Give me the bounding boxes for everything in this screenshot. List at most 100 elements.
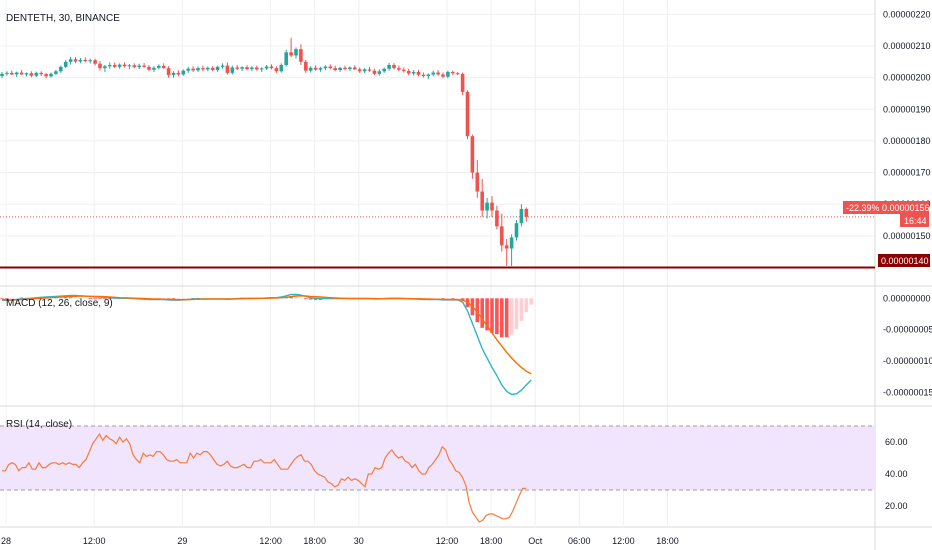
candle-body	[24, 73, 29, 75]
candle-38	[186, 66, 190, 73]
macd-histogram-bar-105	[514, 298, 519, 330]
candle-body	[132, 65, 137, 68]
candle-body	[225, 65, 230, 73]
macd-label[interactable]: MACD (12, 26, close, 9)	[6, 298, 113, 309]
candle-32	[157, 64, 161, 70]
macd-histogram-bar-1	[5, 298, 9, 300]
candle-body	[333, 68, 337, 71]
candle-body	[0, 73, 4, 77]
candle-body	[147, 66, 151, 70]
candle-60	[294, 47, 298, 59]
candle-body	[323, 66, 328, 69]
candle-89	[436, 70, 440, 76]
candle-74	[362, 68, 367, 74]
candle-53	[259, 67, 264, 72]
candle-body	[357, 69, 362, 72]
candle-body	[318, 68, 323, 70]
macd-histogram-bar-104	[509, 298, 514, 335]
candle-body	[495, 210, 499, 227]
candle-41	[201, 65, 205, 72]
macd-histogram-bar-37	[181, 298, 186, 300]
candle-body	[382, 68, 386, 72]
candle-body	[504, 245, 509, 249]
rsi-label[interactable]: RSI (14, close)	[6, 419, 72, 430]
candle-85	[416, 70, 421, 77]
candle-body	[426, 74, 431, 77]
time-tick-6: 12:00	[436, 536, 459, 546]
candle-body	[29, 73, 34, 76]
last-price-badge	[879, 201, 929, 214]
candle-92	[451, 70, 455, 76]
rsi-band-fill	[0, 426, 875, 490]
time-tick-0: 28	[1, 536, 11, 546]
candle-94	[460, 72, 465, 96]
candle-body	[299, 49, 303, 62]
candle-5	[24, 72, 29, 77]
macd-histogram-bar-63	[308, 298, 313, 300]
candle-body	[372, 70, 377, 74]
candle-49	[240, 66, 244, 71]
candle-body	[235, 67, 239, 69]
candle-body	[157, 65, 161, 68]
candle-body	[460, 73, 465, 92]
candle-body	[137, 65, 141, 68]
candle-body	[524, 208, 529, 217]
candle-64	[313, 65, 318, 71]
macd-histogram-bar-12	[59, 297, 63, 299]
rsi-tick-2: 20.00	[885, 501, 908, 511]
candle-body	[14, 72, 19, 75]
time-tick-9: 06:00	[568, 536, 591, 546]
last-price-label: 0.00000156	[882, 203, 930, 213]
candle-body	[10, 72, 14, 75]
time-tick-5: 30	[354, 536, 364, 546]
macd-histogram-bar-0	[0, 298, 4, 300]
macd-histogram-bar-22	[108, 298, 112, 300]
candle-4	[19, 70, 24, 75]
candle-body	[34, 72, 39, 76]
macd-histogram-bar-106	[519, 298, 524, 321]
candle-70	[343, 65, 347, 71]
macd-histogram-bar-36	[176, 298, 181, 300]
candle-78	[382, 67, 386, 73]
candle-body	[514, 223, 519, 238]
candle-68	[333, 65, 337, 72]
macd-tick-3: -0.00000015	[883, 388, 932, 398]
candle-body	[402, 69, 406, 71]
candle-67	[328, 64, 333, 70]
candle-86	[421, 72, 426, 78]
symbol-title[interactable]: DENTETH, 30, BINANCE	[6, 13, 120, 24]
candle-body	[387, 64, 391, 69]
candle-body	[112, 64, 117, 67]
candle-body	[475, 172, 480, 192]
candle-97	[475, 159, 480, 198]
candle-body	[117, 64, 122, 67]
candle-body	[304, 61, 308, 71]
candle-body	[470, 136, 475, 173]
candle-body	[83, 59, 88, 62]
candle-body	[245, 67, 249, 70]
macd-histogram-bar-97	[475, 298, 480, 323]
candle-body	[353, 67, 357, 70]
candle-37	[181, 69, 186, 76]
candle-body	[436, 72, 440, 75]
macd-indicator	[0, 293, 533, 396]
candle-16	[78, 58, 83, 64]
candle-body	[63, 61, 68, 67]
candle-82	[402, 67, 406, 73]
time-tick-11: 18:00	[656, 536, 679, 546]
candle-body	[19, 72, 24, 75]
candle-18	[88, 58, 92, 64]
candle-58	[284, 49, 288, 67]
candle-59	[289, 37, 293, 58]
candles	[0, 37, 529, 266]
candle-body	[465, 91, 470, 137]
macd-histogram-bar-13	[63, 297, 68, 299]
macd-histogram-bar-34	[166, 298, 171, 300]
candle-body	[206, 67, 210, 70]
candle-body	[240, 67, 244, 69]
support-line-group	[0, 216, 875, 269]
macd-histogram-bar-102	[500, 298, 504, 338]
macd-histogram-bar-100	[490, 298, 494, 333]
